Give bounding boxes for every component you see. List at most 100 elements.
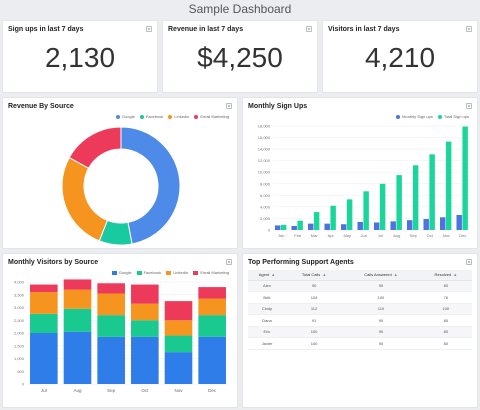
x-tick-label: Apr [328, 233, 335, 238]
stacked-bar-segment [131, 303, 159, 321]
x-tick-label: Jan [278, 233, 284, 238]
chart-title: Revenue By Source [8, 102, 74, 110]
bar [357, 221, 363, 230]
stacked-bar-segment [131, 336, 159, 384]
table-cell: 104 [285, 291, 343, 304]
card-menu-icon[interactable] [466, 103, 472, 109]
card-menu-icon[interactable] [226, 259, 232, 265]
bar [346, 199, 353, 230]
table-cell: 100 [342, 291, 420, 304]
support-agents-card: Top Performing Support Agents Agent ▲ Tot… [242, 253, 478, 408]
sort-icon[interactable]: ▲ [453, 272, 458, 278]
y-tick-label: 3,500 [14, 292, 25, 297]
x-tick-label: May [343, 233, 351, 238]
y-tick-label: 2,000 [14, 331, 25, 336]
stacked-bar-segment [30, 284, 58, 293]
signups-legend: Monthly Sign ups Total Sign ups [243, 114, 477, 119]
stacked-bar-segment [63, 308, 92, 332]
table-header-row: Agent ▲ Total Calls ▲ Calls Answered ▲ Reso… [248, 270, 472, 281]
legend-item[interactable]: Monthly Sign ups [396, 114, 433, 119]
legend-item[interactable]: Facebook [136, 270, 161, 275]
stacked-bar-segment [198, 287, 226, 299]
x-tick-label: Aug [73, 388, 82, 393]
stacked-bar-segment [198, 336, 226, 384]
y-tick-label: 500 [17, 369, 24, 374]
legend-item[interactable]: Total Sign ups [437, 114, 469, 119]
stacked-bar-segment [131, 320, 159, 337]
legend-item[interactable]: Linkedin [168, 114, 189, 119]
bar [456, 214, 462, 230]
y-tick-label: 16,000 [258, 135, 271, 140]
table-cell: 90 [342, 337, 420, 350]
card-menu-icon[interactable] [306, 26, 312, 32]
legend-item[interactable]: Facebook [139, 114, 163, 119]
legend-item[interactable]: Email Marketing [194, 114, 229, 119]
table-cell: 76 [419, 291, 472, 304]
sort-icon[interactable]: ▲ [393, 272, 398, 278]
table-row[interactable]: Britt 104 100 76 [248, 291, 472, 304]
x-tick-label: Feb [294, 233, 302, 238]
table-row[interactable]: Alex 90 90 80 [248, 280, 472, 292]
bar [274, 225, 281, 230]
legend-label: Total Sign ups [443, 114, 469, 119]
bar [406, 220, 413, 230]
donut-chart [61, 126, 181, 246]
stacked-bar-segment [97, 315, 125, 337]
bar [390, 221, 396, 230]
y-tick-label: 3,000 [14, 305, 25, 310]
stacked-bar-segment [97, 283, 125, 294]
x-tick-label: Oct [141, 388, 149, 393]
table-row[interactable]: Dana 91 90 80 [248, 314, 472, 327]
stacked-bar-segment [198, 315, 226, 337]
legend-item[interactable]: Google [115, 114, 135, 119]
table-row[interactable]: Javier 100 90 80 [248, 337, 472, 350]
y-tick-label: 1,000 [14, 356, 25, 361]
chart-title: Monthly Sign Ups [248, 102, 308, 110]
card-menu-icon[interactable] [466, 26, 472, 32]
legend-swatch [139, 114, 144, 119]
legend-swatch [115, 114, 120, 119]
table-cell: 90 [342, 314, 420, 327]
legend-swatch [168, 114, 173, 119]
table-cell: 100 [285, 326, 343, 338]
x-tick-label: Dec [459, 233, 466, 238]
y-tick-label: 4,000 [14, 280, 25, 285]
y-tick-label: 10,000 [258, 170, 271, 175]
bar [373, 222, 380, 230]
column-header-label: Resolved [434, 272, 452, 278]
x-tick-label: Jul [41, 388, 47, 393]
y-tick-label: 2,000 [260, 216, 271, 221]
bar [324, 223, 330, 230]
y-tick-label: 14,000 [258, 147, 271, 152]
y-tick-label: 12,000 [258, 158, 271, 163]
sort-icon[interactable]: ▲ [271, 272, 276, 278]
legend-item[interactable]: Email Marketing [193, 270, 229, 275]
table-cell: Cindy [248, 303, 286, 315]
table-row[interactable]: Eric 100 90 80 [248, 326, 472, 338]
legend-label: Linkedin [174, 114, 190, 119]
legend-item[interactable]: LinkedIn [166, 270, 188, 275]
column-header-resolved[interactable]: Resolved ▲ [419, 270, 472, 281]
column-header-calls-answered[interactable]: Calls Answered ▲ [342, 270, 420, 281]
bar [313, 212, 320, 230]
card-menu-icon[interactable] [226, 103, 232, 109]
card-menu-icon[interactable] [466, 259, 472, 265]
x-tick-label: Oct [427, 233, 434, 238]
sort-icon[interactable]: ▲ [322, 272, 327, 278]
bar [439, 217, 446, 230]
stacked-bar-segment [30, 292, 58, 314]
table-row[interactable]: Cindy 112 110 100 [248, 303, 472, 315]
legend-label: LinkedIn [173, 270, 189, 275]
stacked-bar-segment [164, 320, 193, 336]
kpi-card-signups: Sign ups in last 7 days 2,130 [2, 20, 158, 93]
column-header-total-calls[interactable]: Total Calls ▲ [285, 270, 343, 281]
table-cell: 80 [419, 280, 472, 292]
column-header-agent[interactable]: Agent ▲ [248, 270, 286, 281]
bar [396, 175, 402, 230]
legend-item[interactable]: Google [111, 270, 132, 275]
revenue-by-source-card: Revenue By Source Google Facebook Linked… [2, 97, 238, 249]
card-menu-icon[interactable] [146, 26, 152, 32]
x-tick-label: Jun [361, 233, 367, 238]
table-cell: 90 [342, 326, 420, 338]
donut-slice [61, 156, 109, 242]
